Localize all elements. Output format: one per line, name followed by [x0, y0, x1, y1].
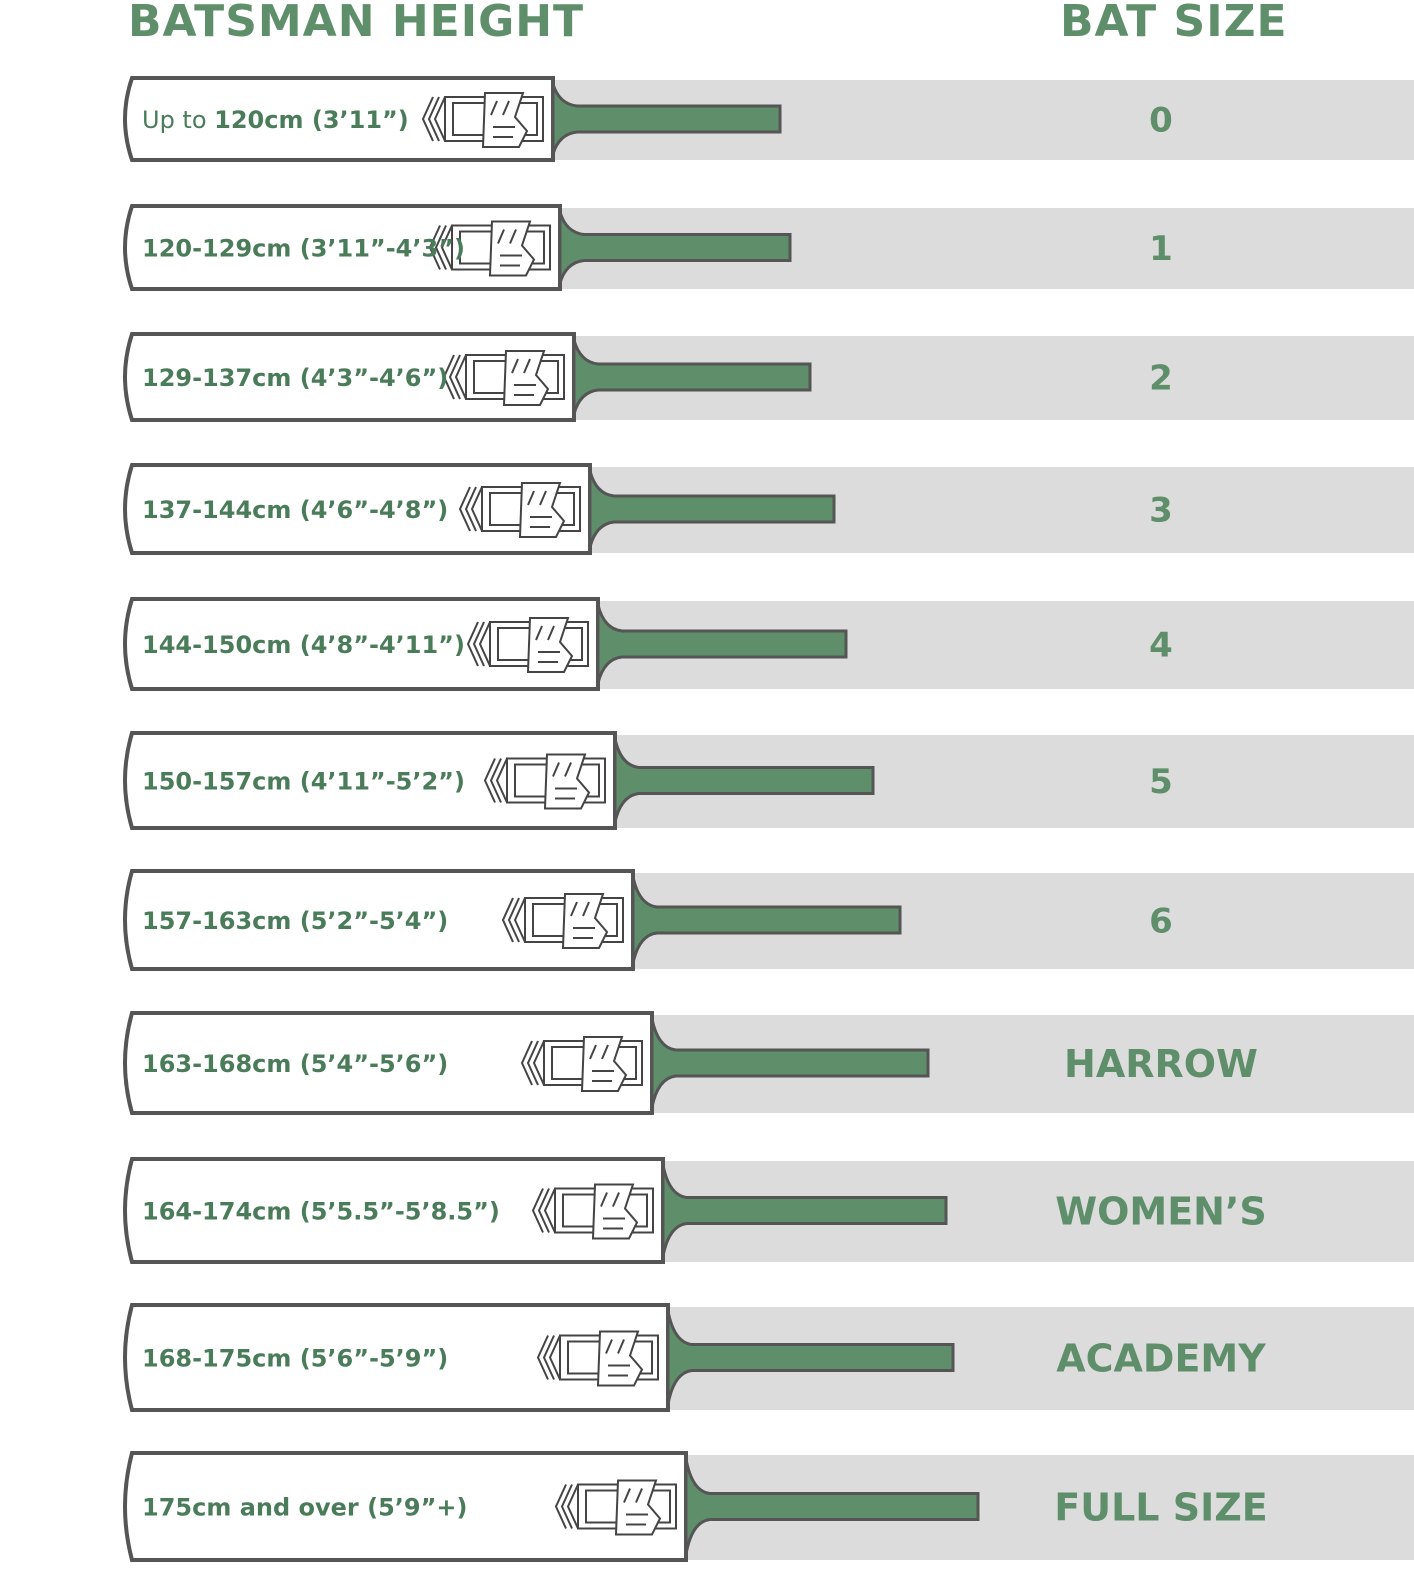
height-value: 137-144cm (4’6”-4’8”): [142, 496, 448, 524]
bat-handle: [572, 339, 812, 415]
bat-blade: [123, 869, 635, 971]
height-label: 150-157cm (4’11”-5’2”): [142, 768, 465, 796]
bat-size-label: 3: [1149, 491, 1173, 531]
bat-size-label: ACADEMY: [1056, 1337, 1266, 1381]
height-value: 129-137cm (4’3”-4’6”): [142, 364, 448, 392]
bat-row: 157-163cm (5’2”-5’4”) 6: [123, 869, 1414, 971]
bat-blade: [123, 332, 576, 422]
height-label: 137-144cm (4’6”-4’8”): [142, 496, 448, 524]
bat-size-label: 4: [1149, 626, 1173, 666]
bat-size-label: 6: [1149, 902, 1173, 942]
height-label: 163-168cm (5’4”-5’6”): [142, 1050, 448, 1078]
bat-blade: [123, 731, 617, 830]
bat-row: 164-174cm (5’5.5”-5’8.5”) WOMEN’S: [123, 1157, 1414, 1264]
bat-handle: [666, 1310, 955, 1405]
bat-blade: [123, 463, 592, 555]
height-value: 144-150cm (4’8”-4’11”): [142, 631, 465, 659]
bat-size-label: 0: [1149, 101, 1173, 141]
height-value: 175cm and over (5’9”+): [142, 1494, 467, 1522]
bat-logo-icon: [531, 1183, 654, 1240]
bat-size-heading: BAT SIZE: [1060, 0, 1288, 47]
height-value: 163-168cm (5’4”-5’6”): [142, 1050, 448, 1078]
bat-row: 168-175cm (5’6”-5’9”) ACADEMY: [123, 1303, 1414, 1412]
bat-handle: [596, 604, 848, 684]
bat-blade: [123, 1303, 670, 1412]
bat-handle: [661, 1164, 948, 1257]
height-label: 120-129cm (3’11”-4’3”): [142, 235, 465, 263]
batsman-height-heading: BATSMAN HEIGHT: [128, 0, 585, 47]
bat-blade: [123, 597, 600, 691]
height-prefix: Up to: [142, 106, 214, 134]
height-value: 120-129cm (3’11”-4’3”): [142, 235, 465, 263]
height-value: 164-174cm (5’5.5”-5’8.5”): [142, 1198, 500, 1226]
height-value: 150-157cm (4’11”-5’2”): [142, 768, 465, 796]
bat-size-label: 2: [1149, 359, 1173, 399]
height-label: 175cm and over (5’9”+): [142, 1494, 467, 1522]
bat-logo-icon: [421, 92, 544, 148]
bat-blade: [123, 1157, 665, 1264]
bat-logo-icon: [554, 1479, 677, 1536]
bat-handle: [684, 1458, 980, 1555]
bat-row: 144-150cm (4’8”-4’11”) 4: [123, 597, 1414, 691]
height-value: 168-175cm (5’6”-5’9”): [142, 1345, 448, 1373]
bat-logo-icon: [501, 893, 624, 949]
bat-logo-icon: [520, 1036, 643, 1092]
bat-blade: [123, 1451, 688, 1562]
height-label: Up to 120cm (3’11”): [142, 106, 409, 134]
bat-size-label: 5: [1149, 762, 1173, 802]
bat-row: Up to 120cm (3’11”) 0: [123, 76, 1414, 162]
bat-logo-icon: [536, 1330, 659, 1387]
bat-row: 175cm and over (5’9”+) FULL SIZE: [123, 1451, 1414, 1562]
bat-size-label: FULL SIZE: [1054, 1486, 1268, 1530]
bat-handle: [613, 738, 875, 823]
bat-size-label: 1: [1149, 229, 1173, 269]
bat-logo-icon: [442, 350, 565, 406]
height-value: 120cm (3’11”): [214, 106, 409, 134]
height-value: 157-163cm (5’2”-5’4”): [142, 907, 448, 935]
bat-logo-icon: [483, 753, 606, 810]
bat-handle: [588, 470, 836, 548]
bat-row: 120-129cm (3’11”-4’3”) 1: [123, 204, 1414, 291]
height-label: 129-137cm (4’3”-4’6”): [142, 364, 448, 392]
bat-handle: [558, 211, 792, 284]
bat-row: 150-157cm (4’11”-5’2”) 5: [123, 731, 1414, 830]
height-label: 168-175cm (5’6”-5’9”): [142, 1345, 448, 1373]
bat-row: 163-168cm (5’4”-5’6”) HARROW: [123, 1011, 1414, 1115]
bat-handle: [631, 876, 902, 964]
bat-logo-icon: [428, 220, 551, 277]
height-label: 164-174cm (5’5.5”-5’8.5”): [142, 1198, 500, 1226]
bat-blade: [123, 1011, 654, 1115]
height-label: 157-163cm (5’2”-5’4”): [142, 907, 448, 935]
bat-handle: [551, 83, 782, 155]
bat-row: 137-144cm (4’6”-4’8”) 3: [123, 463, 1414, 555]
bat-handle: [650, 1018, 930, 1108]
bat-size-label: HARROW: [1064, 1042, 1258, 1086]
bat-logo-icon: [466, 617, 589, 673]
bat-size-label: WOMEN’S: [1055, 1190, 1267, 1234]
height-label: 144-150cm (4’8”-4’11”): [142, 631, 465, 659]
bat-row: 129-137cm (4’3”-4’6”) 2: [123, 332, 1414, 422]
bat-logo-icon: [458, 482, 581, 538]
